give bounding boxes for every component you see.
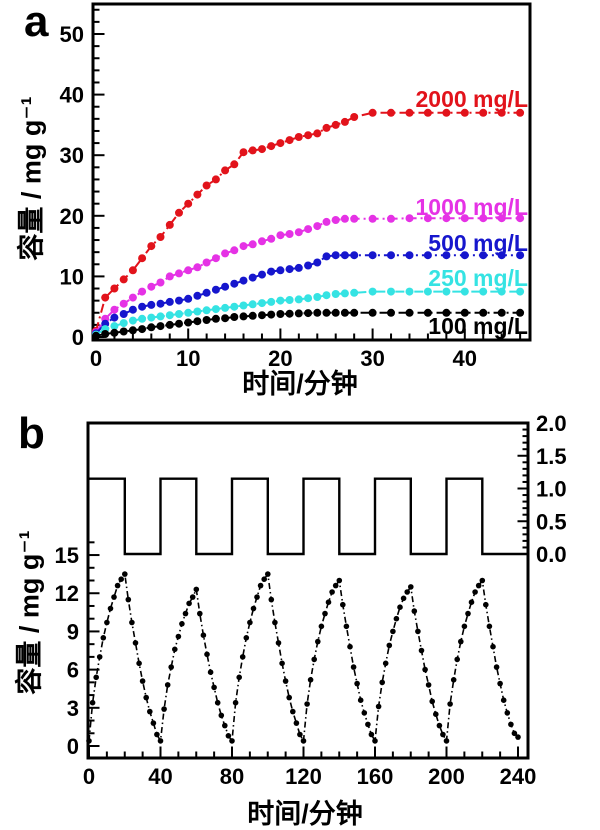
svg-text:15: 15	[55, 543, 79, 568]
svg-text:9: 9	[67, 619, 79, 644]
series-label-250mgL: 250 mg/L	[428, 265, 528, 291]
series-label-500mgL: 500 mg/L	[428, 230, 528, 256]
svg-text:160: 160	[357, 764, 394, 789]
svg-text:80: 80	[220, 764, 244, 789]
svg-text:40: 40	[453, 346, 477, 371]
svg-text:200: 200	[428, 764, 465, 789]
panel-b-letter: b	[18, 409, 45, 458]
svg-text:20: 20	[60, 204, 84, 229]
svg-text:10: 10	[60, 264, 84, 289]
series-label-2000mgL: 2000 mg/L	[415, 86, 529, 112]
svg-text:0: 0	[67, 734, 79, 759]
svg-text:240: 240	[500, 764, 537, 789]
svg-text:12: 12	[55, 581, 79, 606]
svg-text:40: 40	[60, 83, 84, 108]
svg-text:6: 6	[67, 658, 79, 683]
svg-text:30: 30	[360, 346, 384, 371]
panel-b-y-axis-title: 容量 / mg g⁻¹	[14, 530, 45, 695]
svg-text:10: 10	[176, 346, 200, 371]
svg-text:0.5: 0.5	[536, 509, 567, 534]
svg-text:1.0: 1.0	[536, 477, 567, 502]
svg-text:0: 0	[83, 764, 95, 789]
svg-text:40: 40	[148, 764, 172, 789]
panel-b-plot: 0 40 80 120 160 200 240 0 3 6 9 12 15 0.0 0.5 1.0 1.5 2.0	[55, 415, 567, 789]
panel-b-x-axis-title: 时间/分钟	[247, 799, 363, 829]
svg-text:50: 50	[60, 22, 84, 47]
svg-text:3: 3	[67, 696, 79, 721]
panel-a-letter: a	[24, 0, 49, 46]
svg-text:0.0: 0.0	[536, 542, 567, 567]
panel-a-plot: 0 10 20 30 40 0 10 20 30 40 50	[60, 2, 532, 371]
panel-a-x-axis-title: 时间/分钟	[242, 369, 358, 399]
svg-text:0: 0	[72, 325, 84, 350]
series-label-100mgL: 100 mg/L	[428, 313, 528, 339]
panel-a-y-axis-title: 容量 / mg g⁻¹	[16, 96, 47, 261]
svg-text:0: 0	[90, 346, 102, 371]
svg-text:1.5: 1.5	[536, 444, 567, 469]
svg-text:120: 120	[285, 764, 322, 789]
svg-text:30: 30	[60, 143, 84, 168]
series-label-1000mgL: 1000 mg/L	[415, 194, 529, 220]
svg-text:20: 20	[268, 346, 292, 371]
svg-text:2.0: 2.0	[536, 415, 567, 436]
